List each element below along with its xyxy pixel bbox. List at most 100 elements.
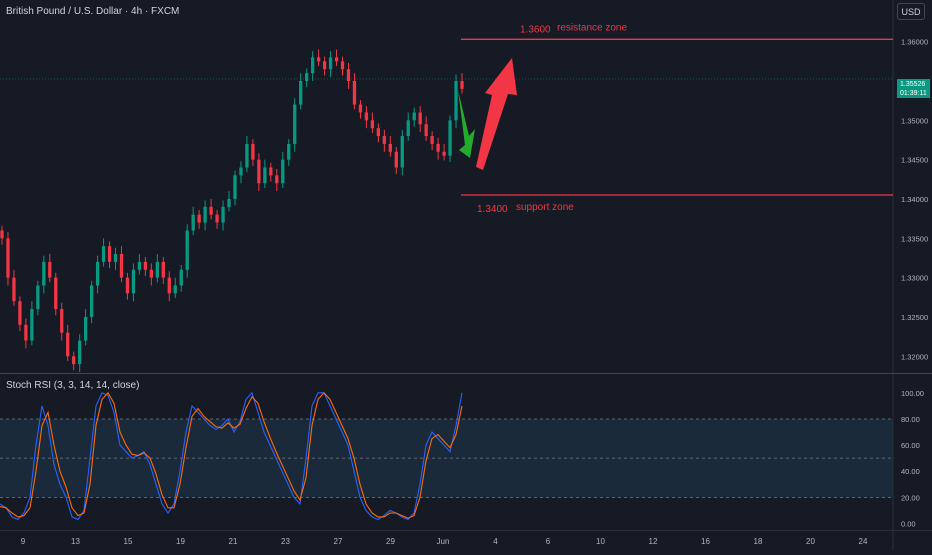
candle-body[interactable]	[430, 136, 434, 144]
candle-body[interactable]	[275, 175, 279, 184]
candle-body[interactable]	[185, 230, 189, 270]
candle-body[interactable]	[197, 214, 201, 223]
candle-body[interactable]	[334, 57, 339, 62]
candle-body[interactable]	[305, 73, 309, 81]
candle-body[interactable]	[311, 57, 315, 74]
zones-layer[interactable]: 1.3600 resistance zone 1.3400 support zone	[461, 22, 893, 215]
price-tick-label: 1.36000	[901, 38, 928, 47]
candle-body[interactable]	[370, 120, 375, 129]
candle-body[interactable]	[245, 143, 249, 168]
candle-body[interactable]	[227, 198, 231, 207]
candle-body[interactable]	[424, 124, 428, 137]
candle-body[interactable]	[448, 120, 452, 156]
candle-body[interactable]	[60, 309, 64, 333]
candle-body[interactable]	[149, 269, 153, 278]
candle-body[interactable]	[442, 151, 446, 156]
candle-body[interactable]	[352, 80, 357, 105]
candle-body[interactable]	[269, 167, 273, 176]
candle-body[interactable]	[203, 206, 207, 223]
price-tick-label: 1.35000	[901, 116, 928, 125]
time-tick-label: 27	[334, 537, 343, 546]
candle-body[interactable]	[179, 269, 183, 286]
candle-body[interactable]	[233, 175, 237, 199]
time-tick-label: 23	[281, 537, 290, 546]
candle-body[interactable]	[18, 301, 22, 325]
currency-button[interactable]: USD	[897, 3, 925, 20]
candle-body[interactable]	[191, 214, 195, 231]
candle-body[interactable]	[346, 69, 351, 81]
candle-body[interactable]	[125, 277, 130, 294]
candle-body[interactable]	[119, 254, 124, 278]
candle-body[interactable]	[161, 261, 165, 278]
candle-body[interactable]	[382, 136, 386, 144]
candle-body[interactable]	[95, 261, 100, 286]
support-zone-label: support zone	[516, 202, 574, 213]
candle-body[interactable]	[131, 269, 136, 294]
candle-body[interactable]	[281, 159, 285, 184]
candle-body[interactable]	[30, 309, 34, 341]
price-tick-label: 1.32000	[901, 352, 928, 361]
candle-body[interactable]	[66, 332, 70, 357]
candle-body[interactable]	[394, 151, 398, 168]
candle-body[interactable]	[0, 230, 4, 239]
candle-body[interactable]	[72, 356, 76, 365]
candle-body[interactable]	[412, 112, 416, 121]
candle-body[interactable]	[376, 128, 381, 137]
candle-body[interactable]	[101, 246, 106, 262]
candle-body[interactable]	[36, 285, 40, 310]
candle-body[interactable]	[328, 57, 333, 70]
candle-body[interactable]	[418, 112, 422, 125]
candle-body[interactable]	[287, 143, 291, 160]
chart-title: British Pound / U.S. Dollar · 4h · FXCM	[6, 6, 180, 17]
candle-body[interactable]	[263, 167, 267, 184]
time-tick-label: 15	[124, 537, 133, 546]
price-tick-label: 1.33000	[901, 274, 928, 283]
candle-body[interactable]	[364, 112, 369, 121]
candle-body[interactable]	[42, 261, 46, 286]
candle-body[interactable]	[48, 261, 52, 278]
candle-body[interactable]	[460, 80, 464, 89]
time-tick-label: 19	[176, 537, 185, 546]
candle-body[interactable]	[89, 285, 94, 317]
candle-body[interactable]	[239, 167, 243, 176]
candle-body[interactable]	[167, 277, 171, 294]
candle-body[interactable]	[6, 238, 10, 278]
candle-body[interactable]	[173, 285, 177, 294]
stoch-d-line[interactable]	[0, 391, 463, 519]
time-tick-label: 18	[754, 537, 763, 546]
candle-body[interactable]	[257, 159, 261, 184]
candle-body[interactable]	[12, 277, 16, 302]
candle-body[interactable]	[316, 57, 321, 62]
candle-body[interactable]	[358, 104, 363, 113]
stoch-layer[interactable]	[0, 391, 463, 521]
candle-body[interactable]	[322, 61, 327, 70]
candle-body[interactable]	[215, 214, 219, 223]
candle-body[interactable]	[83, 316, 88, 341]
candle-body[interactable]	[436, 143, 440, 152]
candle-body[interactable]	[113, 254, 118, 262]
candle-body[interactable]	[143, 261, 148, 270]
candle-body[interactable]	[299, 80, 303, 105]
candle-body[interactable]	[209, 206, 213, 215]
stoch-tick-label: 100.00	[901, 389, 924, 398]
candle-body[interactable]	[454, 80, 458, 121]
candle-body[interactable]	[340, 61, 345, 70]
resistance-price-label: 1.3600	[520, 24, 551, 35]
candle-body[interactable]	[251, 143, 255, 160]
candle-body[interactable]	[293, 104, 297, 144]
time-tick-label: 21	[229, 537, 238, 546]
candle-body[interactable]	[107, 246, 112, 262]
candle-body[interactable]	[406, 120, 410, 137]
candle-body[interactable]	[400, 136, 404, 168]
candle-body[interactable]	[24, 324, 28, 341]
time-tick-label: 4	[493, 537, 498, 546]
candle-body[interactable]	[155, 261, 159, 278]
candle-body[interactable]	[388, 143, 392, 152]
candle-body[interactable]	[137, 261, 142, 270]
candle-body[interactable]	[54, 277, 58, 310]
candles-layer[interactable]	[0, 49, 464, 372]
candle-body[interactable]	[221, 206, 225, 223]
candle-body[interactable]	[78, 340, 82, 365]
